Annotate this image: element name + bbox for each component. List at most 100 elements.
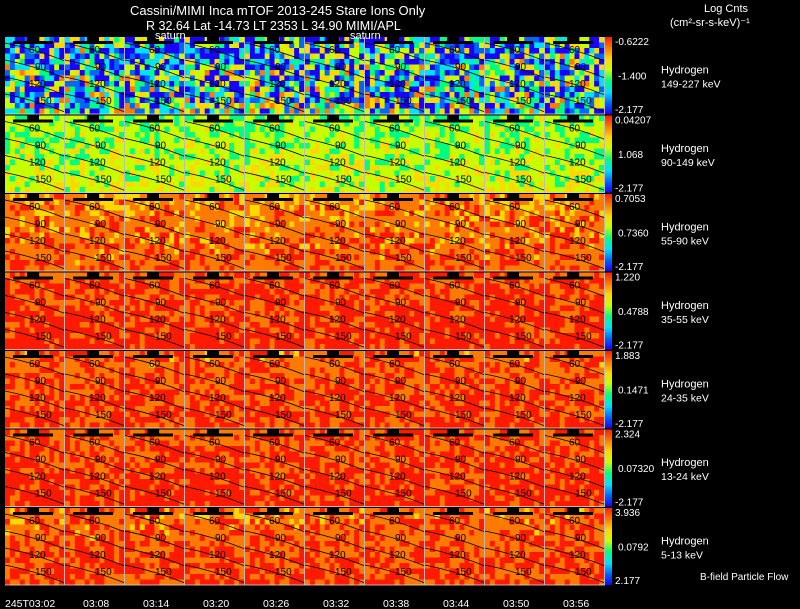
pixel-cell bbox=[569, 170, 575, 177]
pixel-cell bbox=[419, 176, 425, 182]
pixel-cell bbox=[329, 75, 335, 82]
pixel-cell bbox=[169, 64, 175, 71]
pixel-cell bbox=[245, 265, 251, 272]
pixel-cell bbox=[239, 148, 245, 155]
pixel-cell bbox=[389, 132, 395, 138]
pixel-cell bbox=[559, 154, 565, 160]
pixel-cell bbox=[554, 115, 561, 122]
pixel-cell bbox=[419, 108, 425, 115]
pixel-cell bbox=[464, 108, 470, 115]
pixel-cell bbox=[234, 170, 240, 177]
pixel-cell bbox=[144, 154, 150, 160]
pixel-cell bbox=[404, 176, 410, 182]
pixel-cell bbox=[429, 86, 436, 93]
pixel-cell bbox=[94, 103, 100, 109]
pixel-cell bbox=[54, 59, 60, 65]
pixel-cell bbox=[234, 181, 240, 188]
pixel-cell bbox=[324, 148, 330, 155]
pixel-cell bbox=[269, 154, 275, 160]
pixel-cell bbox=[14, 97, 21, 104]
contour-label: 120 bbox=[569, 158, 586, 169]
pixel-cell bbox=[249, 238, 256, 244]
pixel-cell bbox=[239, 132, 245, 138]
pixel-cell bbox=[74, 75, 81, 82]
contour-label: 90 bbox=[35, 62, 47, 73]
pixel-cell bbox=[65, 205, 71, 211]
pixel-cell bbox=[314, 260, 321, 266]
pixel-cell bbox=[289, 170, 295, 177]
pixel-cell bbox=[284, 265, 290, 272]
pixel-cell bbox=[214, 97, 220, 104]
pixel-cell bbox=[254, 53, 261, 60]
pixel-cell bbox=[99, 37, 105, 43]
pixel-cell bbox=[524, 126, 530, 133]
pixel-cell bbox=[474, 126, 480, 133]
pixel-cell bbox=[14, 154, 21, 160]
pixel-cell bbox=[59, 254, 65, 261]
pixel-cell bbox=[349, 187, 355, 193]
pixel-cell bbox=[404, 165, 410, 171]
pixel-cell bbox=[349, 216, 355, 222]
pixel-cell bbox=[49, 143, 55, 149]
pixel-cell bbox=[479, 137, 485, 144]
pixel-cell bbox=[429, 81, 436, 87]
pixel-cell bbox=[99, 265, 105, 272]
pixel-cell bbox=[394, 159, 400, 166]
pixel-cell bbox=[69, 121, 76, 127]
pixel-cell bbox=[464, 176, 470, 182]
pixel-cell bbox=[469, 187, 475, 193]
pixel-cell bbox=[474, 238, 480, 244]
pixel-cell bbox=[474, 59, 480, 65]
pixel-cell bbox=[269, 48, 275, 54]
pixel-cell bbox=[234, 86, 240, 93]
pixel-cell bbox=[434, 221, 441, 228]
pixel-cell bbox=[499, 97, 505, 104]
pixel-cell bbox=[214, 165, 220, 171]
pixel-cell bbox=[125, 70, 131, 76]
pixel-cell bbox=[289, 216, 295, 222]
pixel-cell bbox=[9, 115, 16, 122]
pixel-cell bbox=[24, 132, 30, 138]
pixel-cell bbox=[489, 115, 496, 122]
pixel-cell bbox=[245, 254, 251, 261]
pixel-cell bbox=[5, 154, 11, 160]
pixel-cell bbox=[469, 165, 475, 171]
pitch-angle-contour bbox=[304, 59, 366, 79]
pixel-cell bbox=[94, 75, 100, 82]
pixel-cell bbox=[14, 48, 21, 54]
pixel-cell bbox=[354, 92, 360, 98]
pixel-cell bbox=[474, 48, 480, 54]
pixel-cell bbox=[539, 132, 545, 138]
pixel-cell bbox=[119, 254, 125, 261]
pixel-cell bbox=[434, 75, 441, 82]
pixel-cell bbox=[389, 121, 395, 127]
pixel-cell bbox=[99, 97, 105, 104]
pixel-cell bbox=[74, 70, 81, 76]
pixel-cell bbox=[444, 159, 450, 166]
pixel-cell bbox=[59, 154, 65, 160]
pixel-cell bbox=[384, 92, 390, 98]
pixel-cell bbox=[54, 199, 60, 206]
pixel-cell bbox=[245, 148, 251, 155]
pixel-cell bbox=[174, 132, 180, 138]
pixel-cell bbox=[9, 170, 16, 177]
pixel-cell bbox=[65, 148, 71, 155]
pixel-cell bbox=[384, 121, 390, 127]
pixel-cell bbox=[134, 137, 141, 144]
pixel-cell bbox=[185, 159, 191, 166]
pixel-cell bbox=[24, 59, 30, 65]
pixel-cell bbox=[294, 75, 300, 82]
pixel-cell bbox=[365, 143, 371, 149]
blocked-region bbox=[433, 41, 473, 44]
pixel-cell bbox=[269, 64, 275, 71]
pixel-cell bbox=[79, 165, 85, 171]
pixel-cell bbox=[579, 70, 585, 76]
pixel-cell bbox=[404, 148, 410, 155]
pixel-cell bbox=[419, 243, 425, 250]
pixel-cell bbox=[359, 210, 365, 217]
pixel-cell bbox=[504, 42, 510, 49]
pixel-cell bbox=[234, 148, 240, 155]
pixel-cell bbox=[389, 143, 395, 149]
pixel-cell bbox=[39, 42, 45, 49]
pixel-cell bbox=[334, 132, 340, 138]
